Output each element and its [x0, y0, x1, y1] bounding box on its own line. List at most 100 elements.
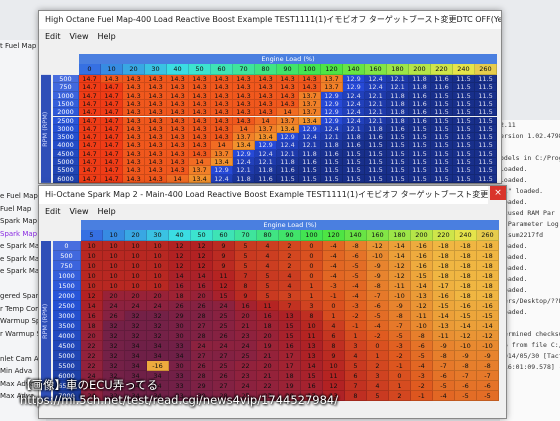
caption-url: https://mi.5ch.net/test/read.cgi/news4vi… [20, 393, 339, 407]
table-cell: 12.9 [321, 108, 343, 117]
sidebar-item[interactable]: Spark Map [0, 229, 38, 238]
sidebar-item[interactable]: Min Adva [0, 367, 33, 375]
table-cell: 34 [147, 341, 169, 351]
menu-item[interactable]: Edit [45, 207, 61, 216]
sidebar-item[interactable]: Fuel Map [0, 204, 32, 213]
column-header: 80 [257, 230, 279, 241]
table-cell: 11.8 [321, 141, 343, 150]
table-cell: 30 [169, 321, 191, 331]
table-cell: 14.3 [233, 99, 255, 109]
sidebar-item[interactable]: r Warmup Spa [0, 329, 46, 338]
log-line: [16:01:09.578] ----notes for 39670016---… [500, 363, 560, 371]
table-cell: 12 [191, 251, 213, 261]
table-cell: 26 [213, 371, 235, 381]
table-cell: 11.5 [299, 166, 321, 175]
table-cell: 14.3 [167, 124, 189, 134]
table-cell: 14.3 [189, 116, 211, 125]
table-cell: 11.5 [343, 149, 365, 158]
sidebar-item[interactable]: gered Spark A [0, 292, 46, 300]
log-line: sers/Desktop/??EC [500, 297, 560, 305]
table-cell: -15 [477, 311, 499, 321]
table-cell: 14.3 [211, 116, 233, 125]
sidebar-item[interactable]: e Spark Map [0, 267, 44, 275]
table-cell: 12.4 [255, 149, 277, 158]
table-cell: 34 [125, 391, 147, 401]
table-cell: 23 [257, 391, 279, 401]
table-cell: 11.5 [431, 116, 453, 125]
table-cell: 10 [81, 261, 103, 271]
table-cell: 20 [191, 291, 213, 301]
table-cell: 6 [323, 331, 345, 341]
sidebar-item[interactable]: e Fuel Map [0, 192, 38, 200]
table-cell: 12.1 [365, 116, 387, 125]
table-cell: 10 [147, 261, 169, 271]
log-line: termined checksum [500, 330, 560, 338]
row-header: 5000 [53, 351, 81, 361]
menu-item[interactable]: Help [97, 32, 116, 41]
table-cell: 14.3 [277, 83, 299, 92]
table-cell: 34 [169, 351, 191, 361]
sidebar-item[interactable]: e Spark Map [0, 242, 44, 250]
sidebar-item[interactable]: Spark Map [0, 217, 38, 225]
table-cell: 11.5 [409, 133, 431, 142]
log-line: itsum2217fd [500, 231, 544, 239]
table-cell: 12.1 [365, 99, 387, 109]
menu-item[interactable]: View [69, 207, 89, 216]
table-cell: -9 [367, 261, 389, 271]
table-cell: 11.5 [453, 116, 475, 125]
table-cell: -2 [367, 331, 389, 341]
sidebar-item[interactable]: nlet Cam Adva [0, 354, 46, 363]
menu-item[interactable]: Edit [45, 32, 61, 41]
table-cell: 2 [279, 251, 301, 261]
column-header: 180 [387, 64, 409, 75]
sidebar-item[interactable]: Warmup Spark [0, 317, 46, 325]
table-cell: 10 [125, 261, 147, 271]
table-cell: 0 [367, 341, 389, 351]
table-cell: 14.3 [167, 91, 189, 100]
table-cell: 11.6 [321, 149, 343, 158]
table-cell: 14.3 [211, 133, 233, 142]
table-cell: -7 [433, 361, 455, 371]
table-cell: -11 [433, 331, 455, 341]
table-cell: -13 [433, 321, 455, 331]
table-cell: 20 [147, 291, 169, 301]
table-cell: -18 [455, 251, 477, 261]
column-header: 50 [191, 230, 213, 241]
row-header: 7000 [53, 391, 81, 401]
table-cell: -11 [411, 311, 433, 321]
table-cell: -9 [455, 351, 477, 361]
table-cell: 16 [169, 281, 191, 291]
table-cell: 11.5 [409, 141, 431, 150]
table-cell: 22 [235, 361, 257, 371]
table-cell: 14.3 [123, 91, 145, 100]
table-cell: 11.5 [321, 158, 343, 167]
sidebar-item[interactable]: r Temp Compe [0, 304, 46, 313]
table-cell: 9 [323, 351, 345, 361]
sidebar-item[interactable]: t Fuel Map [0, 42, 37, 50]
table-cell: -7 [389, 321, 411, 331]
table-cell: 26 [213, 331, 235, 341]
sidebar-item[interactable]: Max Adva [0, 379, 35, 388]
table-cell: 14.3 [123, 116, 145, 125]
table-cell: 12.9 [321, 91, 343, 100]
table-cell: 10 [103, 241, 125, 251]
table-cell: 14 [169, 271, 191, 281]
column-header: 70 [233, 64, 255, 75]
table-cell: 11.5 [365, 166, 387, 175]
sidebar-item[interactable]: e Spark Map [0, 254, 44, 263]
table-cell: 11.5 [431, 124, 453, 134]
table-cell: 14.3 [255, 91, 277, 100]
table-cell: -3 [411, 371, 433, 381]
table-cell: 12.4 [343, 116, 365, 125]
table-cell: 18 [279, 371, 301, 381]
table-cell: 11.5 [475, 116, 497, 125]
table-cell: 11.5 [365, 158, 387, 167]
sidebar-item[interactable]: Max Adva [0, 392, 35, 400]
menu-item[interactable]: Help [97, 207, 116, 216]
close-button[interactable]: × [490, 186, 506, 200]
menu-item[interactable]: View [69, 32, 89, 41]
log-line: odels in C:/Progr [500, 154, 560, 162]
column-header: 160 [365, 64, 387, 75]
table-cell: -5 [455, 391, 477, 401]
table-cell: 28 [191, 371, 213, 381]
